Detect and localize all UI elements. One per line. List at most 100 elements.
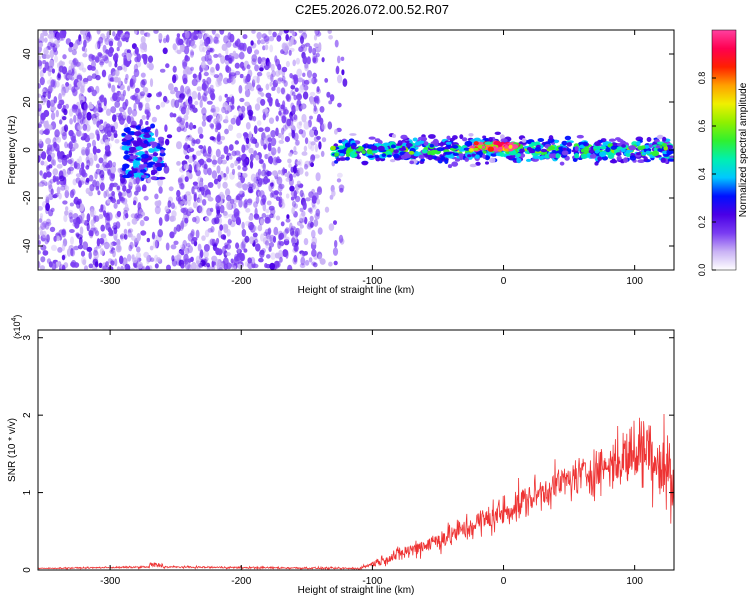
spectrogram-cell	[222, 245, 227, 255]
spectrogram-cell	[88, 132, 95, 140]
spectrogram-cell	[409, 160, 415, 165]
spectrogram-cell	[207, 58, 213, 65]
spectrogram-cell	[315, 52, 320, 58]
spectrogram-cell	[443, 151, 452, 155]
spectrogram-cell	[217, 229, 222, 238]
spectrogram-cell	[319, 123, 325, 132]
spectrogram-cell	[156, 257, 161, 262]
spectrogram-cell	[122, 89, 126, 97]
spectrogram-cell	[221, 159, 228, 165]
spectrogram-cell	[268, 205, 275, 211]
spectrogram-cell	[78, 155, 82, 165]
spectrogram-cell	[227, 32, 232, 40]
spectrogram-cell	[243, 75, 248, 84]
spectrogram-cell	[124, 33, 130, 42]
spectrogram-cell	[269, 44, 274, 53]
spectrogram-cell	[469, 163, 477, 168]
spectrogram-cell	[142, 265, 146, 270]
spectrogram-cell	[98, 102, 102, 111]
spectrogram-cell	[482, 150, 487, 154]
spectrogram-cell	[328, 100, 333, 105]
spectrogram-cell	[176, 189, 181, 198]
spectrogram-cell	[122, 111, 127, 119]
spectrogram-cell	[93, 215, 100, 222]
spectrogram-cell	[283, 30, 290, 34]
spectrogram-cell	[69, 202, 74, 207]
spectrogram-cell	[110, 260, 115, 266]
spectrogram-cell	[623, 157, 628, 163]
spectrogram-cell	[213, 74, 219, 79]
snr-multiplier-base: (x10	[12, 321, 22, 339]
spectrogram-cell	[109, 229, 114, 236]
spectrogram-cell	[231, 261, 236, 268]
spectrogram-cell	[209, 68, 216, 76]
spectrogram-cell	[210, 108, 217, 113]
spectrogram-cell	[440, 155, 446, 161]
spectrogram-cell	[225, 65, 230, 72]
spectrogram-cell	[73, 114, 77, 123]
spectrogram-cell	[105, 189, 109, 197]
spectrogram-cell	[39, 230, 44, 236]
spectrogram-cell	[55, 235, 61, 242]
spectrogram-cell	[40, 256, 46, 263]
spectrogram-cell	[217, 174, 222, 182]
spectrogram-x-ticks: -300 -200 -100 0 100	[100, 30, 643, 287]
spectrogram-cell	[188, 136, 194, 142]
snr-y-label: SNR (10 * v/v)	[7, 418, 18, 482]
spectrogram-cell	[50, 31, 55, 39]
spectrogram-cell	[72, 43, 78, 51]
spectrogram-cell	[299, 189, 304, 198]
spectrogram-cell	[215, 148, 221, 158]
spectrogram-cell	[310, 154, 316, 162]
spectrogram-cell	[439, 141, 444, 147]
spectrogram-cell	[260, 218, 264, 225]
x-tick-label: -300	[100, 576, 120, 587]
spectrogram-cell	[290, 36, 294, 46]
spectrogram-cell	[248, 147, 254, 154]
spectrogram-cell	[86, 159, 91, 168]
spectrogram-cell	[176, 37, 181, 46]
spectrogram-cell	[203, 244, 210, 252]
spectrogram-cell	[238, 199, 243, 208]
spectrogram-cell	[294, 183, 301, 191]
spectrogram-cell	[338, 157, 347, 161]
spectrogram-cell	[251, 79, 256, 88]
spectrogram-cell	[277, 63, 282, 71]
spectrogram-cell	[192, 107, 198, 113]
spectrogram-cell	[265, 216, 272, 224]
spectrogram-cell	[574, 153, 580, 159]
spectrogram-cell	[146, 32, 151, 38]
spectrogram-cell	[99, 169, 105, 179]
spectrogram-cell	[47, 180, 53, 190]
spectrogram-cell	[92, 117, 97, 125]
spectrogram-cell	[86, 33, 92, 42]
spectrogram-cell	[117, 114, 122, 122]
x-tick-label: 0	[501, 276, 507, 287]
spectrogram-cell	[313, 43, 319, 48]
spectrogram-cell	[298, 227, 302, 235]
spectrogram-cell	[72, 88, 78, 97]
spectrogram-cell	[67, 69, 72, 79]
spectrogram-cell	[85, 146, 90, 156]
spectrogram-cell	[349, 133, 357, 136]
spectrogram-cell	[112, 71, 118, 80]
spectrogram-cell	[56, 73, 62, 81]
spectrogram-cell	[254, 238, 259, 244]
spectrogram-cell	[290, 196, 295, 201]
spectrogram-cell	[601, 156, 609, 161]
spectrogram-cell	[236, 248, 242, 255]
x-tick-label: 100	[626, 276, 643, 287]
spectrogram-cell	[53, 96, 58, 104]
spectrogram-cell	[298, 46, 304, 53]
spectrogram-cell	[110, 133, 115, 142]
spectrogram-cell	[196, 162, 201, 171]
spectrogram-cell	[186, 171, 191, 178]
spectrogram-cell	[237, 263, 243, 270]
spectrogram-cell	[38, 155, 41, 163]
spectrogram-cell	[179, 92, 186, 99]
colorbar-label: Normalized spectral amplitude	[738, 82, 749, 217]
spectrogram-cell	[303, 145, 308, 152]
spectrogram-cell	[68, 212, 73, 220]
spectrogram-cell	[82, 78, 89, 83]
spectrogram-cell	[112, 54, 118, 62]
